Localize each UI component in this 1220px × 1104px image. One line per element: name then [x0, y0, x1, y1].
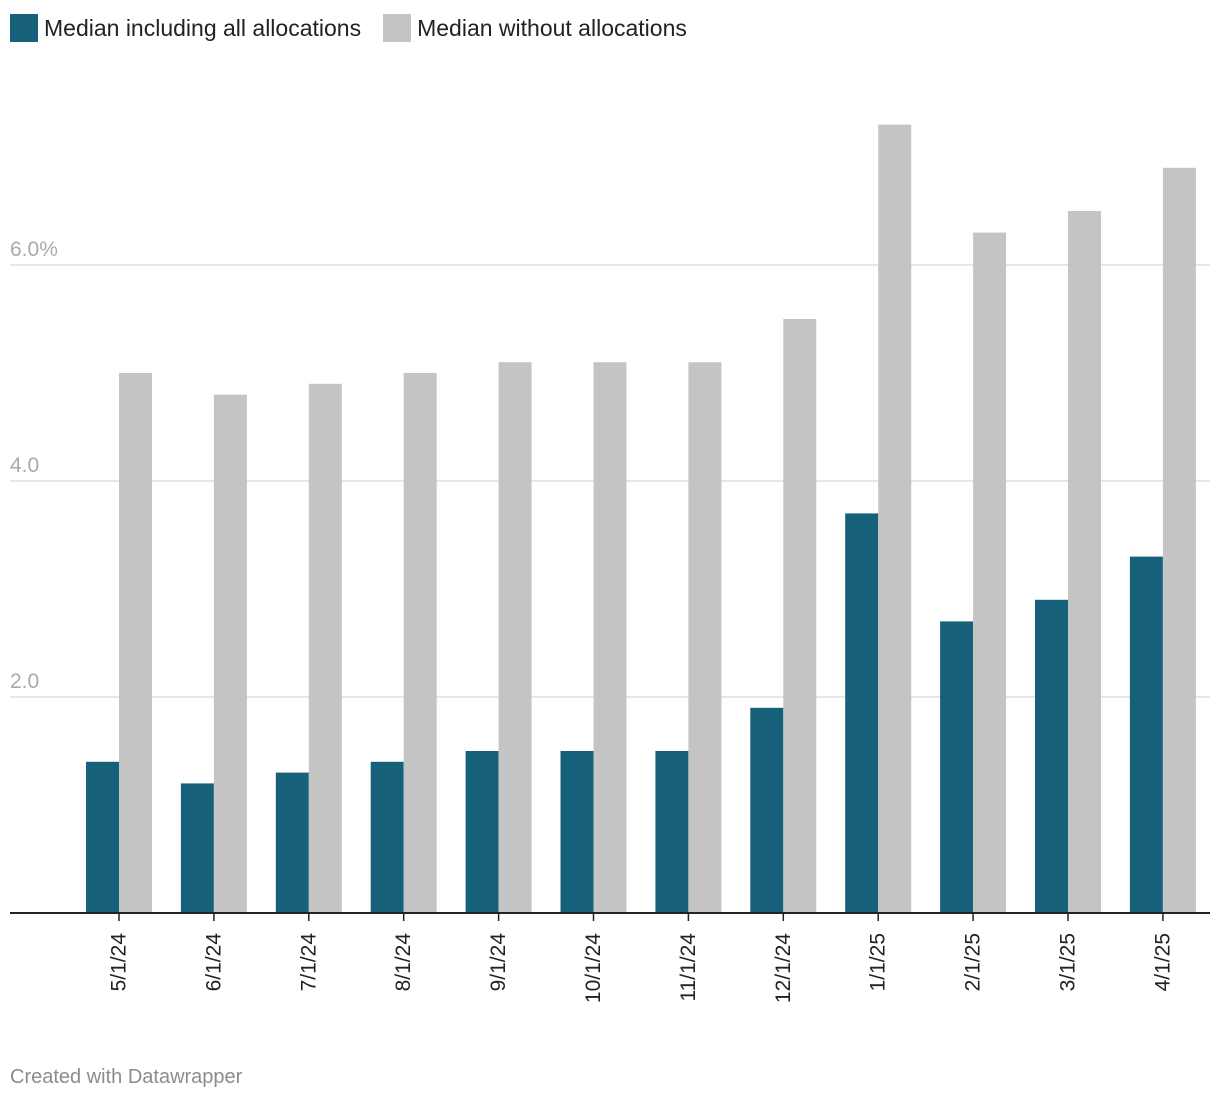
x-tick-label: 2/1/25	[962, 933, 985, 991]
x-tick-label: 6/1/24	[202, 933, 225, 992]
x-tick-label: 10/1/24	[582, 933, 605, 1003]
bar-without	[403, 373, 437, 913]
bar-without	[498, 362, 532, 913]
bar-including	[655, 751, 689, 913]
x-tick-label: 3/1/25	[1057, 933, 1080, 991]
x-tick-label: 11/1/24	[677, 933, 700, 1002]
bar-without	[213, 394, 247, 914]
legend-item-without: Median without allocations	[383, 14, 687, 42]
bar-including	[465, 751, 499, 913]
x-tick-label: 8/1/24	[392, 933, 415, 992]
bar-including	[845, 513, 879, 913]
bar-without	[119, 373, 152, 913]
footer-credit: Created with Datawrapper	[10, 1066, 243, 1088]
bar-without	[308, 383, 342, 913]
bar-including	[560, 751, 594, 913]
bar-including	[1129, 556, 1163, 913]
bar-including	[86, 761, 119, 913]
y-tick-label: 6.0%	[10, 238, 58, 261]
bar-including	[1035, 599, 1068, 913]
bar-chart: 2.0 4.0 6.0% 5/1/24 6/1/24 7/1/24 8/1/24 9/1/24…	[10, 124, 1210, 1003]
chart-legend: Median including all allocations Median …	[10, 12, 709, 44]
bar-including	[940, 621, 974, 913]
bar-without	[593, 362, 627, 913]
x-tick-label: 7/1/24	[297, 933, 320, 992]
bar-without	[878, 124, 912, 914]
legend-swatch-without	[383, 14, 412, 42]
x-tick-label: 9/1/24	[487, 933, 510, 992]
bar-including	[180, 783, 214, 913]
x-tick-label: 4/1/25	[1151, 933, 1174, 991]
x-tick-label: 12/1/24	[772, 933, 795, 1003]
bar-without	[1162, 167, 1196, 914]
x-tick-label: 1/1/25	[867, 933, 890, 991]
bar-including	[275, 772, 309, 913]
legend-label-including: Median including all allocations	[44, 14, 362, 41]
y-tick-label: 2.0	[10, 670, 39, 693]
legend-swatch-including	[10, 14, 38, 42]
legend-label-without: Median without allocations	[417, 14, 687, 41]
bar-without	[973, 232, 1007, 914]
y-tick-label: 4.0	[10, 454, 39, 477]
bar-without	[1068, 211, 1101, 913]
bar-including	[750, 707, 784, 913]
legend-item-including: Median including all allocations	[10, 14, 361, 42]
bar-including	[370, 761, 404, 913]
bar-without	[688, 362, 722, 913]
x-tick-label: 5/1/24	[108, 933, 131, 992]
bar-without	[783, 319, 817, 913]
